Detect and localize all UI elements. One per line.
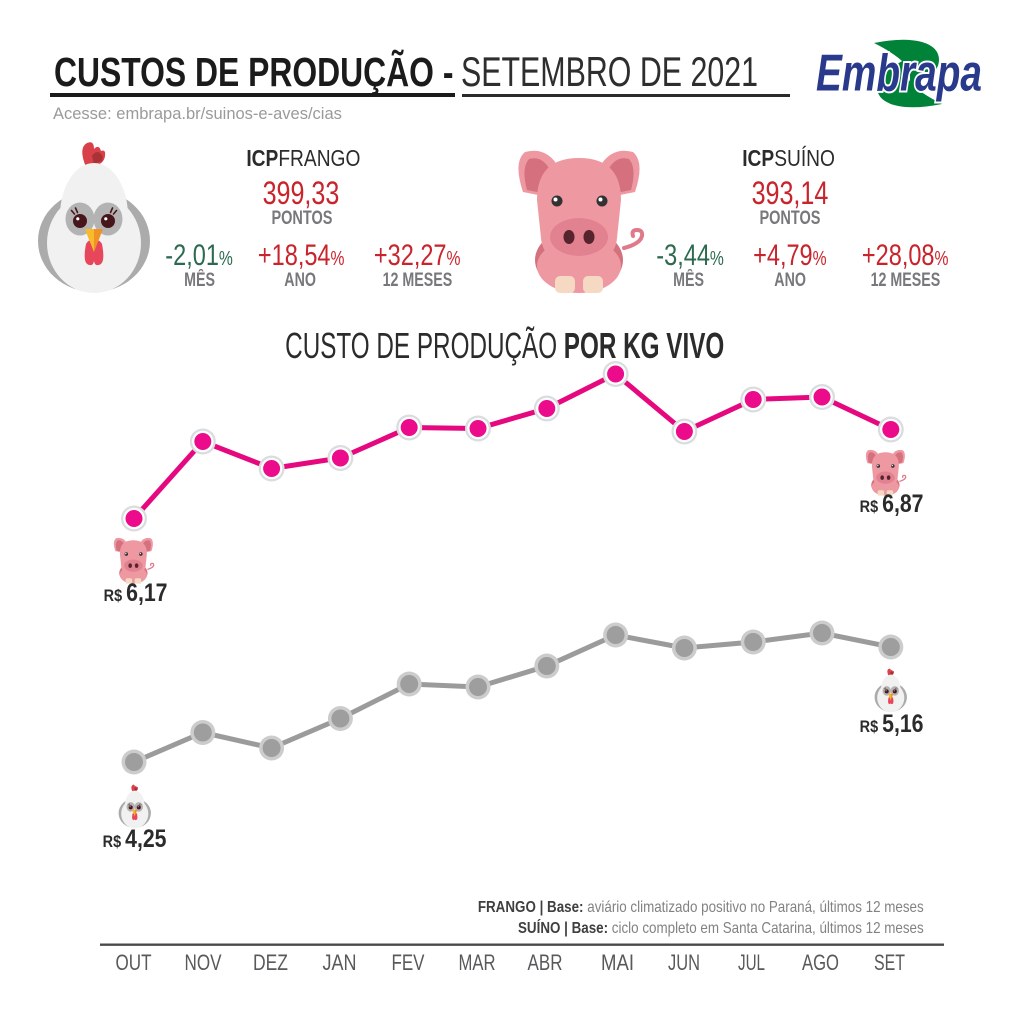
svg-text:SET: SET (874, 950, 905, 975)
svg-text:FEV: FEV (392, 950, 425, 975)
svg-text:ABR: ABR (528, 950, 563, 975)
svg-text:Embrapa: Embrapa (816, 44, 982, 102)
svg-text:DEZ: DEZ (253, 950, 288, 975)
svg-text:JUL: JUL (738, 950, 765, 975)
svg-text:JAN: JAN (323, 950, 357, 975)
svg-text:AGO: AGO (802, 950, 839, 975)
svg-text:MAR: MAR (459, 950, 496, 975)
svg-text:MAI: MAI (601, 950, 634, 975)
svg-text:JUN: JUN (668, 950, 700, 975)
svg-text:OUT: OUT (116, 950, 152, 975)
svg-text:Embrapa: Embrapa (816, 44, 982, 102)
svg-text:NOV: NOV (185, 950, 222, 975)
